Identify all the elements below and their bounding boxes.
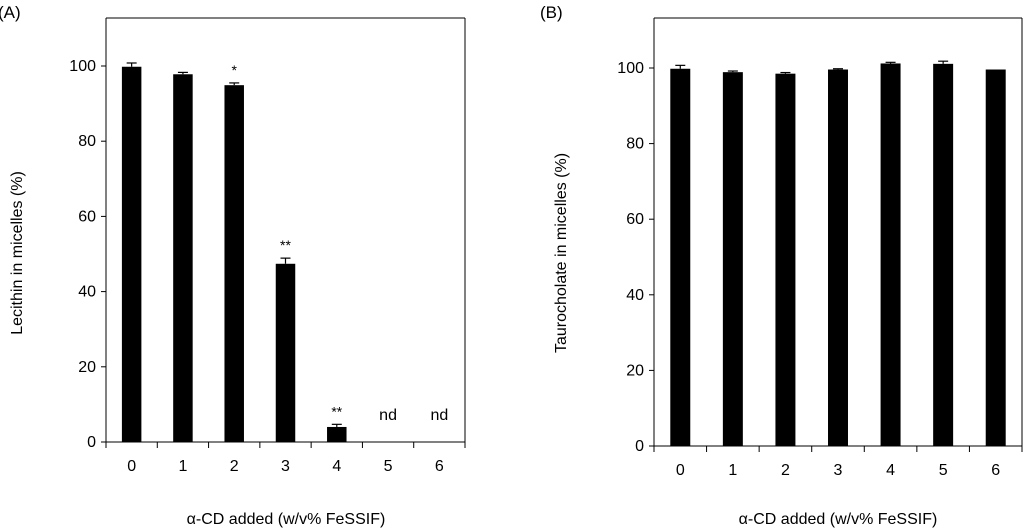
panel-b-x-tick-label: 1: [728, 462, 737, 479]
panel-b-y-tick-label: 100: [617, 60, 644, 77]
panel-b-bar: [985, 69, 1006, 447]
panel-a-annotation: **: [280, 237, 291, 253]
panel-b-bar: [670, 68, 691, 447]
panel-b-label: (B): [540, 3, 563, 22]
panel-a-bar: [327, 426, 347, 442]
panel-b-bar: [722, 72, 743, 447]
panel-b-bar: [880, 63, 901, 447]
panel-a-x-tick-label: 3: [281, 458, 290, 475]
panel-b-x-tick-label: 4: [886, 462, 895, 479]
panel-a-x-tick-label: 0: [127, 458, 136, 475]
panel-b-marks: 0 20 40 60 80 100 0 1 2 3 4 5 6: [617, 17, 1023, 479]
panel-a-annotation: nd: [430, 407, 448, 424]
panel-b-x-tick-label: 5: [939, 462, 948, 479]
panel-a-x-tick-label: 1: [178, 458, 187, 475]
panel-b-y-tick-label: 60: [626, 211, 644, 228]
panel-b-x-tick-label: 3: [834, 462, 843, 479]
panel-b-bar: [828, 69, 848, 447]
panel-a-y-tick-label: 60: [78, 208, 96, 225]
panel-a-label: (A): [0, 3, 21, 22]
panel-b-y-tick-label: 20: [626, 362, 644, 379]
panel-a-annotation: nd: [379, 407, 397, 424]
panel-a-y-tick-label: 100: [69, 58, 96, 75]
panel-a-y-tick-label: 20: [78, 359, 96, 376]
panel-a-bar: [121, 66, 142, 442]
panel-b-y-tick-label: 0: [635, 438, 644, 455]
panel-b-y-tick-label: 80: [626, 136, 644, 153]
panel-b-bar: [775, 73, 796, 447]
panel-b-x-tick-label: 6: [991, 462, 1000, 479]
panel-a-x-axis-label: α-CD added (w/v% FeSSIF): [187, 511, 386, 528]
panel-b-x-axis-label: α-CD added (w/v% FeSSIF): [739, 511, 938, 528]
panel-a-x-tick-label: 6: [435, 458, 444, 475]
panel-a-bar: [275, 263, 296, 442]
panel-a-y-tick-label: 40: [78, 284, 96, 301]
panel-a-bar: [224, 85, 244, 443]
panel-a-y-tick-label: 80: [78, 133, 96, 150]
panel-b: (B) Taurocholate in micelles (%) α-CD ad…: [540, 3, 1023, 528]
panel-a-marks: 0 20 40 60 80 100 0 1 2 * 3 ** 4 ** 5 nd 6 nd: [69, 17, 466, 475]
panel-a-x-tick-label: 4: [332, 458, 341, 475]
panel-b-x-tick-label: 2: [781, 462, 790, 479]
panel-b-y-tick-label: 40: [626, 287, 644, 304]
panel-a-annotation: **: [331, 403, 342, 419]
panel-b-bar: [933, 63, 954, 446]
panel-a-annotation: *: [231, 62, 237, 78]
panel-b-y-axis-label: Taurocholate in micelles (%): [553, 153, 570, 353]
panel-a-bar: [173, 74, 193, 442]
panel-a-x-tick-label: 2: [230, 458, 239, 475]
panel-a-y-tick-label: 0: [87, 434, 96, 451]
panel-a: (A) Lecithin in micelles (%) α-CD added …: [0, 3, 466, 528]
panel-a-y-axis-label: Lecithin in micelles (%): [9, 171, 26, 335]
panel-b-x-tick-label: 0: [676, 462, 685, 479]
panel-a-x-tick-label: 5: [384, 458, 393, 475]
